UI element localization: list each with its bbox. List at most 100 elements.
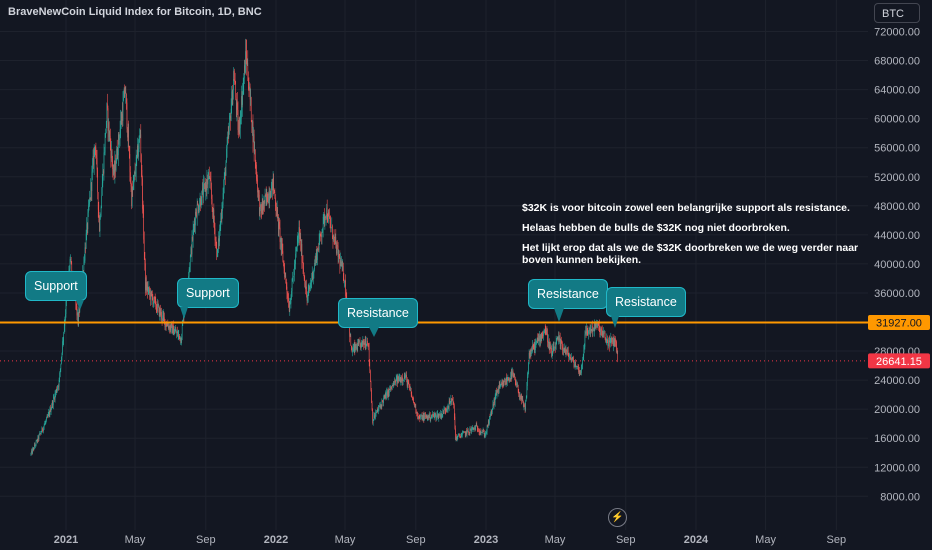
candle-body (468, 432, 470, 434)
last-price-tag (868, 353, 930, 369)
candle-body (438, 415, 440, 419)
candle-body (132, 188, 134, 190)
x-tick-label: Sep (616, 534, 636, 546)
candle-body (420, 415, 422, 417)
candle-body (200, 204, 202, 207)
candle-body (325, 216, 326, 218)
candle-body (170, 324, 172, 331)
callout-resistance-2[interactable]: Resistance (528, 279, 608, 322)
candle-body (502, 384, 504, 386)
candle-body (493, 403, 494, 406)
candle-body (298, 227, 300, 237)
candle-body (352, 351, 353, 352)
candle-body (439, 414, 441, 417)
candle-body (420, 415, 421, 419)
candle-body (416, 411, 417, 414)
y-tick-label: 16000.00 (874, 433, 920, 445)
candle-body (105, 121, 107, 133)
candle-body (547, 333, 548, 342)
candle-body (432, 414, 434, 416)
candle-body (477, 426, 478, 430)
candle-body (528, 352, 530, 363)
candle-body (478, 431, 479, 432)
candle-body (169, 325, 170, 330)
candle-body (437, 413, 438, 415)
candle-body (522, 399, 524, 402)
candle-body (193, 223, 195, 226)
candle-body (232, 90, 234, 105)
candle-body (319, 233, 321, 235)
x-tick-label: Sep (827, 534, 847, 546)
x-tick-label: May (335, 534, 356, 546)
candle-body (339, 256, 341, 267)
candle-body (60, 363, 62, 369)
candle-body (214, 228, 216, 241)
candle-body (436, 414, 438, 418)
candle-body (509, 378, 510, 382)
candle-body (453, 401, 455, 406)
candle-body (265, 195, 266, 196)
candle-body (552, 346, 554, 348)
candle-body (397, 376, 398, 383)
candle-body (574, 363, 576, 365)
note-line-2: Helaas hebben de bulls de $32K nog niet … (522, 222, 790, 234)
candle-body (231, 91, 232, 109)
callout-support-2[interactable]: Support (177, 278, 239, 319)
candle-body (242, 91, 243, 105)
candle-body (246, 51, 247, 65)
callout-support-1[interactable]: Support (25, 271, 87, 310)
candle-body (196, 204, 198, 218)
candle-body (466, 430, 468, 435)
candle-body (536, 340, 537, 342)
candle-body (95, 147, 97, 155)
candle-body (282, 251, 284, 262)
candle-body (117, 155, 119, 158)
candle-body (610, 337, 612, 340)
candle-body (341, 262, 342, 267)
candle-body (368, 344, 369, 347)
candle-body (405, 376, 406, 379)
candle-body (281, 243, 283, 248)
candle-body (448, 400, 450, 408)
candle-body (131, 188, 133, 207)
candle-body (125, 92, 127, 94)
candle-body (349, 335, 351, 337)
candle-body (493, 398, 495, 406)
callout-resistance-3[interactable]: Resistance (606, 287, 686, 328)
candle-body (460, 436, 461, 438)
candle-body (461, 435, 463, 436)
candle-body (487, 425, 488, 427)
candle-body (111, 150, 113, 161)
candle-body (227, 136, 229, 137)
candle-body (63, 332, 64, 340)
candle-body (450, 398, 452, 402)
candle-body (78, 311, 79, 326)
candle-body (491, 408, 493, 413)
candle-body (110, 144, 112, 159)
callout-resistance-1[interactable]: Resistance (338, 298, 418, 337)
candle-body (497, 390, 498, 393)
candle-body (112, 169, 114, 172)
candle-body (483, 430, 484, 432)
candle-body (41, 427, 43, 433)
candle-body (616, 341, 617, 353)
candle-body (156, 307, 158, 312)
candle-body (419, 417, 421, 419)
candle-body (166, 324, 168, 327)
candle-body (225, 170, 226, 176)
candle-body (558, 336, 559, 341)
candle-body (98, 209, 100, 217)
y-tick-label: 72000.00 (874, 27, 920, 39)
candle-body (441, 414, 442, 419)
candle-body (546, 329, 547, 335)
candle-body (388, 389, 390, 393)
candle-body (94, 147, 96, 150)
candle-body (498, 385, 500, 391)
candle-body (199, 205, 200, 211)
currency-selector[interactable]: BTC (874, 3, 920, 23)
candle-body (329, 216, 330, 219)
tradingview-logo-icon[interactable]: ⚡ (608, 508, 627, 527)
candle-body (39, 433, 40, 435)
candle-body (144, 252, 146, 264)
